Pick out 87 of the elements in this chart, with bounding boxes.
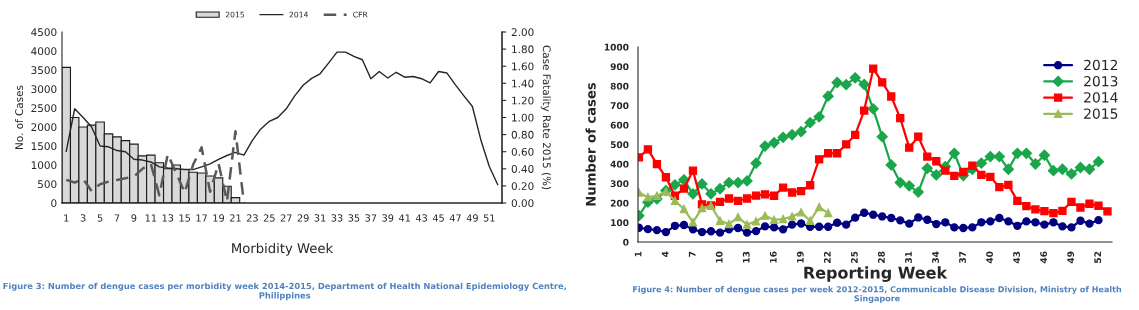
y2-tick-label: 0.20 bbox=[511, 182, 534, 191]
x-tick-label: 19 bbox=[213, 214, 225, 222]
x-tick-label: 46 bbox=[1040, 251, 1048, 264]
y-tick-label: 0 bbox=[623, 238, 629, 246]
y-tick-label: 1000 bbox=[31, 161, 57, 170]
x-tick-label: 4 bbox=[661, 251, 669, 257]
x-tick-label: 7 bbox=[688, 251, 696, 257]
x-tick-label: 23 bbox=[246, 214, 258, 222]
y-tick-label: 500 bbox=[38, 180, 57, 189]
x-tick-label: 10 bbox=[715, 251, 723, 263]
x-tick-label: 35 bbox=[348, 214, 360, 222]
x-tick-label: 37 bbox=[365, 214, 377, 222]
x-tick-label: 5 bbox=[97, 214, 103, 222]
y2-tick-label: 1.60 bbox=[512, 62, 534, 71]
y2-axis-title: Case Fatality Rate 2015 (%) bbox=[540, 45, 551, 190]
y2-tick-label: 0.80 bbox=[511, 130, 534, 139]
y-tick-label: 2000 bbox=[31, 123, 57, 132]
y-tick-label: 4000 bbox=[31, 47, 57, 56]
x-tick-label: 40 bbox=[986, 251, 993, 264]
x-tick-label: 29 bbox=[297, 214, 309, 222]
x-tick-label: 1 bbox=[634, 251, 642, 257]
x-tick-label: 33 bbox=[331, 214, 343, 222]
caption: Figure 3: Number of dengue cases per morbidity week 2014-2015, Department of Health National Epidemiology Centre, Philippines bbox=[3, 282, 566, 301]
y2-tick-label: 1.40 bbox=[512, 79, 534, 88]
x-tick-label: 13 bbox=[162, 214, 174, 222]
x-tick-label: 49 bbox=[1067, 251, 1075, 264]
x-tick-label: 22 bbox=[823, 251, 831, 263]
legend-label: 2015 bbox=[1084, 108, 1118, 119]
y-tick-label: 800 bbox=[610, 82, 629, 90]
y-tick-label: 600 bbox=[610, 121, 629, 129]
y-tick-label: 200 bbox=[610, 199, 629, 207]
y2-tick-label: 2.00 bbox=[511, 28, 534, 37]
x-tick-label: 13 bbox=[742, 251, 750, 263]
legend-label: 2014 bbox=[1084, 92, 1118, 103]
x-tick-label: 21 bbox=[229, 214, 241, 222]
x-tick-label: 9 bbox=[131, 214, 137, 222]
x-tick-label: 16 bbox=[769, 251, 777, 263]
legend-label: 2012 bbox=[1084, 59, 1118, 71]
x-tick-label: 15 bbox=[179, 214, 191, 222]
y2-tick-label: 1.20 bbox=[512, 96, 534, 105]
y-tick-label: 1000 bbox=[604, 43, 629, 51]
x-tick-label: 47 bbox=[449, 214, 461, 222]
x-tick-label: 11 bbox=[145, 214, 157, 222]
x-tick-label: 1 bbox=[64, 214, 69, 222]
x-tick-label: 27 bbox=[280, 214, 292, 222]
caption: Figure 4: Number of dengue cases per week 2012-2015, Communicable Disease Division, Ministry of Health Singapore bbox=[633, 286, 1122, 303]
y2-tick-label: 0.00 bbox=[511, 199, 534, 208]
x-axis-title: Reporting Week bbox=[804, 266, 948, 282]
y-tick-label: 3000 bbox=[31, 85, 57, 94]
y-tick-label: 400 bbox=[610, 160, 629, 168]
y2-tick-label: 1.80 bbox=[512, 45, 534, 54]
x-tick-label: 31 bbox=[314, 214, 326, 222]
y-tick-label: 900 bbox=[610, 63, 629, 71]
y2-tick-label: 0.40 bbox=[511, 165, 534, 173]
y2-tick-label: 1.00 bbox=[512, 113, 534, 122]
y-tick-label: 300 bbox=[610, 180, 629, 188]
legend-label: 2013 bbox=[1084, 75, 1118, 87]
y-axis-title: No. of Cases bbox=[14, 85, 24, 149]
x-tick-label: 43 bbox=[415, 214, 428, 222]
y2-tick-label: 0.60 bbox=[511, 147, 534, 156]
y-tick-label: 1500 bbox=[31, 142, 57, 151]
y-tick-label: 0 bbox=[51, 199, 57, 208]
x-tick-label: 7 bbox=[114, 214, 120, 222]
y-tick-label: 700 bbox=[610, 102, 629, 110]
y-axis-title: Number of cases bbox=[585, 82, 596, 206]
y-tick-label: 4500 bbox=[31, 28, 57, 37]
x-tick-label: 34 bbox=[932, 251, 939, 263]
x-tick-label: 28 bbox=[878, 251, 885, 263]
x-tick-label: 41 bbox=[398, 214, 410, 222]
x-tick-label: 3 bbox=[80, 214, 86, 222]
x-tick-label: 49 bbox=[466, 214, 478, 222]
y-tick-label: 100 bbox=[611, 219, 629, 227]
x-tick-label: 45 bbox=[432, 214, 444, 222]
x-tick-label: 25 bbox=[850, 251, 858, 263]
y-tick-label: 3500 bbox=[31, 66, 57, 75]
x-tick-label: 19 bbox=[796, 251, 804, 263]
x-tick-label: 17 bbox=[196, 214, 207, 222]
x-tick-label: 39 bbox=[382, 214, 394, 222]
x-tick-label: 37 bbox=[959, 251, 966, 263]
x-tick-label: 43 bbox=[1013, 251, 1020, 264]
x-tick-label: 25 bbox=[263, 214, 275, 222]
x-tick-label: 51 bbox=[483, 214, 495, 222]
x-tick-label: 52 bbox=[1094, 251, 1102, 263]
x-tick-label: 31 bbox=[905, 251, 912, 263]
y-tick-label: 2500 bbox=[31, 104, 57, 113]
y-tick-label: 500 bbox=[610, 141, 629, 149]
x-axis-title: Morbidity Week bbox=[232, 242, 334, 256]
